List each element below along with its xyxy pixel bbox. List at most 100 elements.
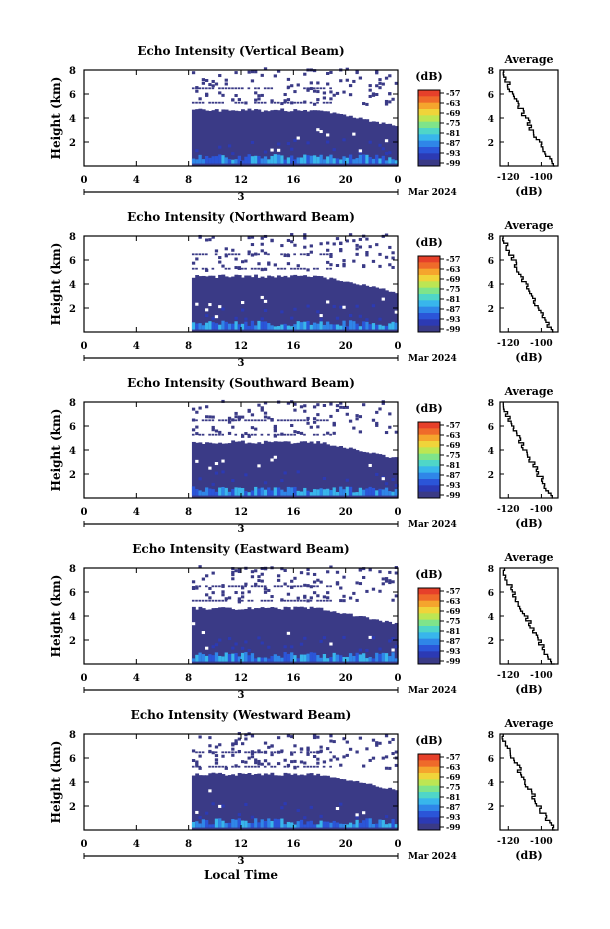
heatmap-cell — [241, 595, 245, 599]
heatmap-cell — [339, 823, 343, 828]
heatmap-cell — [384, 734, 389, 738]
heatmap-cell — [388, 656, 393, 662]
heatmap-cell — [358, 154, 363, 164]
heatmap-cell — [247, 772, 252, 830]
heatmap-cell — [257, 585, 260, 588]
heatmap-cell — [198, 775, 203, 830]
heatmap-cell — [348, 486, 353, 496]
heatmap-cell — [214, 429, 219, 433]
heatmap-cell — [201, 159, 206, 164]
heatmap-cell — [322, 489, 327, 496]
heatmap-cell — [257, 657, 262, 662]
heatmap-cell — [316, 110, 321, 166]
colorbar-tick-label: -69 — [446, 108, 461, 118]
heatmap-cell — [218, 260, 222, 264]
heatmap-cell — [205, 314, 209, 318]
heatmap-cell — [276, 585, 280, 588]
heatmap-cell — [227, 144, 232, 148]
heatmap-cell — [335, 570, 340, 574]
heatmap-cell — [293, 744, 297, 748]
colorbar-segment — [418, 453, 440, 461]
heatmap-cell — [394, 645, 399, 649]
heatmap-gap — [326, 300, 330, 304]
heatmap-cell — [312, 733, 317, 737]
heatmap-cell — [286, 441, 291, 498]
heatmap-cell — [391, 125, 396, 166]
heatmap-cell — [224, 751, 228, 754]
colorbar-segment — [418, 434, 440, 442]
colorbar-tick-label: -69 — [446, 606, 461, 616]
heatmap-cell — [234, 433, 238, 436]
heatmap-cell — [273, 109, 278, 166]
heatmap-cell — [263, 765, 267, 768]
heatmap-cell — [260, 408, 264, 412]
heatmap-cell — [247, 87, 251, 90]
heatmap-cell — [306, 572, 310, 576]
heatmap-cell — [303, 636, 308, 640]
heatmap-cell — [214, 751, 218, 754]
heatmap-cell — [388, 740, 392, 744]
heatmap-cell — [250, 609, 255, 664]
heatmap-cells — [191, 67, 399, 166]
heatmap-cell — [375, 324, 379, 330]
heatmap-cell — [332, 93, 336, 97]
heatmap-cell — [329, 414, 333, 418]
heatmap-cell — [234, 819, 239, 828]
heatmap-cell — [270, 99, 274, 103]
heatmap-cell — [237, 275, 242, 332]
heatmap-cell — [316, 156, 321, 164]
heatmap-gap — [214, 315, 219, 319]
heatmap-cell — [276, 142, 281, 146]
colorbar-tick-label: -81 — [446, 294, 460, 304]
heatmap-cell — [348, 613, 353, 664]
heatmap-cell — [358, 314, 363, 318]
heatmap-cell — [191, 101, 195, 104]
heatmap-cell — [234, 159, 239, 164]
heatmap-cell — [352, 117, 357, 166]
heatmap-cell — [316, 425, 320, 429]
heatmap-cell — [198, 599, 202, 602]
heatmap-cell — [198, 735, 202, 739]
heatmap-cell — [205, 811, 209, 815]
heatmap-cell — [234, 609, 239, 664]
heatmap-cell — [286, 486, 291, 496]
heatmap-cell — [254, 569, 258, 573]
heatmap-cell — [231, 489, 236, 496]
profile-y-tick-label: 4 — [488, 447, 494, 457]
heatmap-cell — [329, 277, 334, 332]
colorbar-tick-label: -63 — [446, 430, 461, 440]
heatmap-cell — [368, 818, 373, 828]
heatmap-cell — [306, 141, 311, 145]
heatmap-cell — [322, 111, 327, 166]
heatmap-cell — [322, 101, 326, 104]
heatmap-gap — [208, 789, 213, 793]
heatmap-cell — [290, 267, 293, 270]
heatmap-cell — [260, 641, 265, 645]
heatmap-cell — [299, 253, 303, 256]
heatmap-cell — [388, 157, 393, 164]
heatmap-cell — [342, 755, 346, 759]
heatmap-cell — [286, 101, 290, 104]
heatmap-cell — [342, 575, 346, 579]
colorbar-segment — [418, 466, 440, 474]
heatmap-cell — [257, 419, 260, 422]
heatmap-cell — [227, 607, 232, 664]
heatmap-cell — [345, 478, 350, 482]
heatmap-cell — [231, 751, 234, 754]
heatmap-cell — [191, 658, 196, 662]
heatmap-cell — [195, 159, 200, 164]
heatmap-cell — [260, 249, 264, 253]
heatmap-cell — [355, 780, 360, 830]
y-tick-label: 8 — [69, 564, 76, 575]
heatmap-cell — [198, 652, 203, 662]
heatmap-cell — [211, 101, 215, 104]
heatmap-cell — [260, 487, 265, 496]
heatmap-cells — [191, 565, 399, 664]
profile-y-tick-label: 6 — [488, 257, 494, 267]
heatmap-cell — [286, 238, 291, 242]
heatmap-cell — [290, 419, 293, 422]
heatmap-cell — [241, 760, 245, 764]
heatmap-cell — [263, 773, 268, 830]
heatmap-cell — [257, 488, 262, 496]
heatmap-cell — [326, 71, 330, 75]
